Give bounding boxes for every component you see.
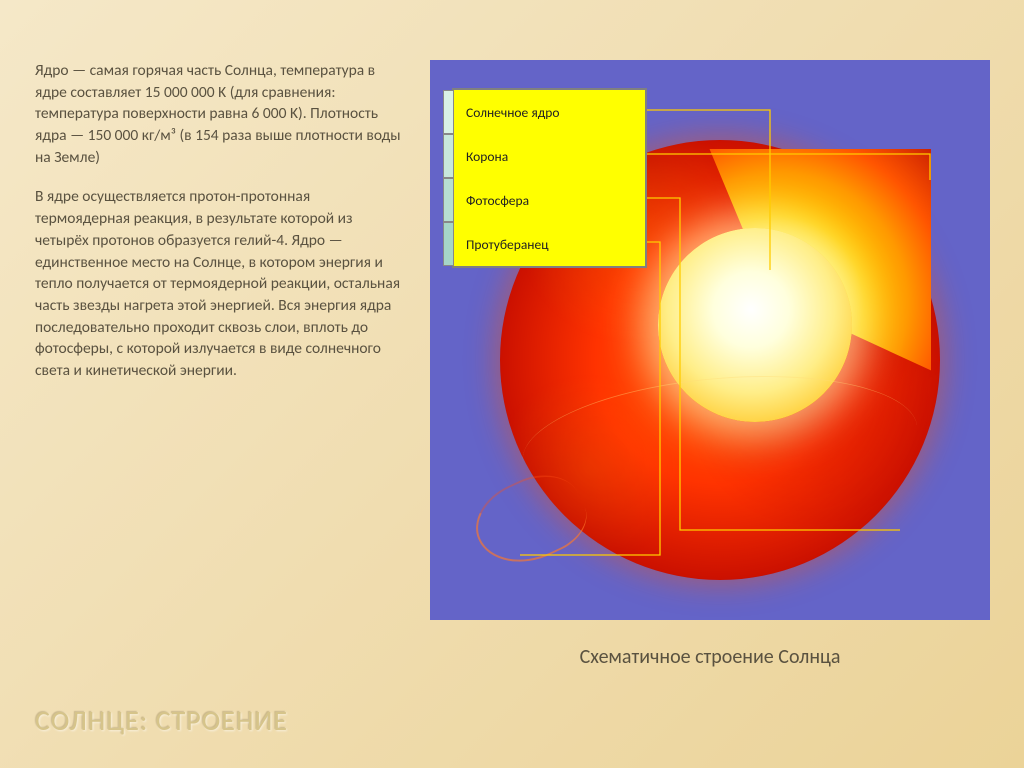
legend-label: Протуберанец <box>466 236 549 253</box>
legend-swatch-icon <box>443 90 454 134</box>
diagram-caption: Схематичное строение Солнца <box>580 645 841 669</box>
paragraph-2: В ядре осуществляется протон-протонная т… <box>35 186 405 381</box>
legend-label: Фотосфера <box>466 192 529 209</box>
legend-swatch-icon <box>443 222 454 266</box>
slide: Ядро — самая горячая часть Солнца, темпе… <box>0 0 1024 768</box>
legend-box: Солнечное ядро Корона Фотосфера Протубер… <box>452 88 647 268</box>
legend-item-core: Солнечное ядро <box>454 90 645 134</box>
diagram-column: Солнечное ядро Корона Фотосфера Протубер… <box>430 60 990 738</box>
legend-swatch-icon <box>443 178 454 222</box>
legend-label: Солнечное ядро <box>466 104 559 121</box>
text-column: Ядро — самая горячая часть Солнца, темпе… <box>35 60 405 738</box>
legend-label: Корона <box>466 148 508 165</box>
paragraph-1: Ядро — самая горячая часть Солнца, темпе… <box>35 60 405 168</box>
legend-swatch-icon <box>443 134 454 178</box>
slide-title: СОЛНЦЕ: СТРОЕНИЕ <box>35 703 405 738</box>
legend-item-photosphere: Фотосфера <box>454 178 645 222</box>
sun-diagram: Солнечное ядро Корона Фотосфера Протубер… <box>430 60 990 620</box>
legend-item-prominence: Протуберанец <box>454 222 645 266</box>
legend-item-corona: Корона <box>454 134 645 178</box>
title-block: СОЛНЦЕ: СТРОЕНИЕ <box>35 683 405 738</box>
